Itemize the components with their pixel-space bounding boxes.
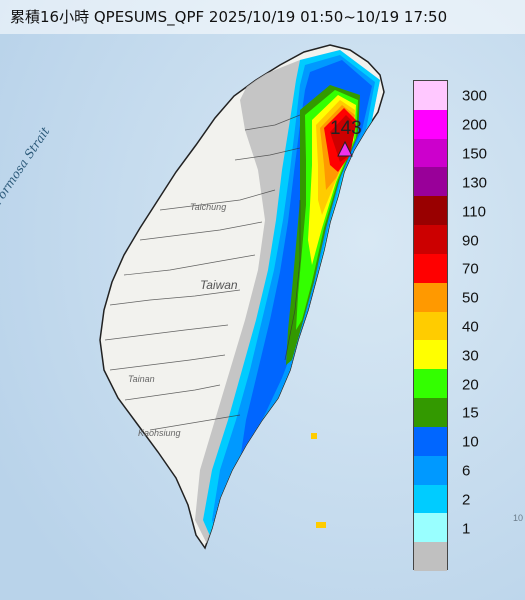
legend-label: 90 [462, 232, 479, 250]
legend-label: 300 [462, 87, 488, 105]
legend-label: 1 [462, 520, 471, 538]
island-label: Taiwan [200, 278, 238, 292]
legend-swatch [414, 253, 447, 284]
legend-swatch [414, 109, 447, 140]
legend-label: 50 [462, 289, 479, 307]
max-rainfall-value: 143 [330, 118, 362, 139]
legend-label: 70 [462, 260, 479, 278]
legend-swatch [414, 138, 447, 168]
legend-label: 40 [462, 318, 479, 336]
max-rainfall-marker [337, 140, 353, 157]
legend-swatch [414, 398, 447, 428]
legend-swatch [414, 513, 447, 543]
legend-swatch [414, 225, 447, 255]
legend-swatch [414, 340, 447, 370]
corner-label: 10 [512, 513, 523, 523]
legend-label: 10 [462, 433, 479, 451]
legend-swatch [414, 196, 447, 226]
legend-swatch [414, 484, 447, 514]
legend-label: 2 [462, 491, 471, 509]
legend-swatch [414, 426, 447, 457]
legend-label: 200 [462, 116, 488, 134]
legend-swatch [414, 311, 447, 341]
river-lines [104, 114, 301, 431]
legend-swatch [414, 282, 447, 313]
legend-swatch [414, 81, 447, 111]
map-title: 累積16小時 QPESUMS_QPF 2025/10/19 01:50~10/1… [10, 8, 448, 26]
place-label-tainan: Tainan [128, 374, 155, 384]
legend-label: 20 [462, 376, 479, 394]
title-bar: 累積16小時 QPESUMS_QPF 2025/10/19 01:50~10/1… [0, 0, 525, 34]
legend-colorbar [413, 80, 448, 572]
legend-label: 130 [462, 174, 488, 192]
east-coast-shower-blobs [311, 433, 326, 528]
place-label-taichung: Taichung [190, 202, 227, 212]
place-label-kaohsiung: Kaohsiung [138, 428, 181, 438]
legend-swatch [414, 455, 447, 486]
legend-label: 30 [462, 347, 479, 365]
legend-swatch [414, 369, 447, 399]
legend-label: 6 [462, 462, 471, 480]
legend-swatch [414, 542, 447, 572]
legend-swatch [414, 167, 447, 197]
legend-label: 150 [462, 145, 488, 163]
legend-label: 15 [462, 404, 479, 422]
legend-label: 110 [462, 203, 486, 221]
